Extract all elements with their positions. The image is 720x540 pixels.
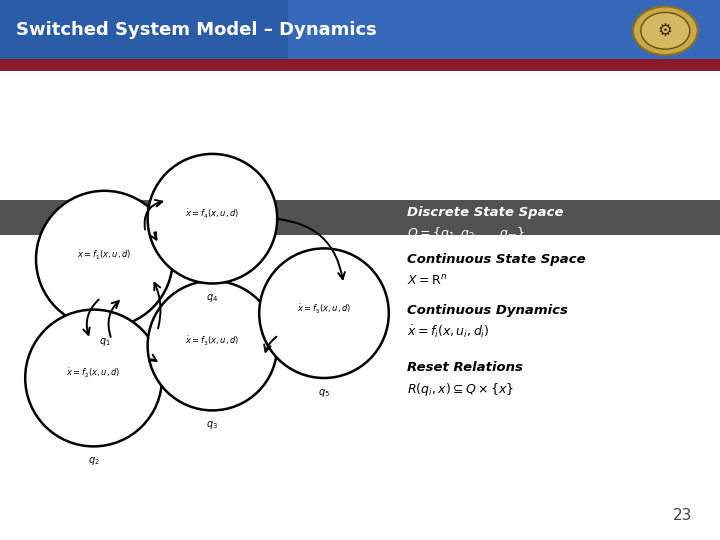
Bar: [0, 59, 720, 71]
Text: $q_3$: $q_3$: [207, 419, 218, 431]
Text: $q_5$: $q_5$: [318, 387, 330, 399]
Text: 23: 23: [673, 508, 693, 523]
Text: $\dot{x} = f_2(x,u,d)$: $\dot{x} = f_2(x,u,d)$: [66, 367, 121, 380]
Text: $q_4$: $q_4$: [207, 292, 218, 304]
Text: $Q = \{q_1, q_2, \ldots, q_m\}$: $Q = \{q_1, q_2, \ldots, q_m\}$: [407, 225, 525, 242]
Ellipse shape: [148, 281, 277, 410]
Ellipse shape: [36, 191, 173, 328]
Text: $\dot{x} = f_1(x,u,d)$: $\dot{x} = f_1(x,u,d)$: [77, 248, 132, 261]
Circle shape: [633, 6, 698, 55]
Text: $q_2$: $q_2$: [88, 455, 99, 467]
Text: Switched System Model – Dynamics: Switched System Model – Dynamics: [16, 21, 377, 39]
Text: $\dot{x} = f_4(x,u,d)$: $\dot{x} = f_4(x,u,d)$: [185, 208, 240, 221]
Text: Discrete State Space: Discrete State Space: [407, 206, 563, 219]
Text: $R(q_i, x) \subseteq Q \times \{x\}$: $R(q_i, x) \subseteq Q \times \{x\}$: [407, 381, 514, 399]
Text: Continuous Dynamics: Continuous Dynamics: [407, 304, 567, 317]
Circle shape: [641, 12, 690, 49]
Ellipse shape: [25, 309, 162, 447]
Text: ⚙: ⚙: [658, 22, 672, 40]
Bar: [0, 200, 720, 235]
Text: $q_1$: $q_1$: [99, 336, 110, 348]
Ellipse shape: [148, 154, 277, 284]
Ellipse shape: [259, 248, 389, 378]
Text: Reset Relations: Reset Relations: [407, 361, 523, 374]
Text: $\dot{x} = f_5(x,u,d)$: $\dot{x} = f_5(x,u,d)$: [297, 302, 351, 315]
Bar: [0, 0, 720, 60]
Text: $\dot{x} = f_3(x,u,d)$: $\dot{x} = f_3(x,u,d)$: [185, 335, 240, 348]
Text: $\dot{x} = f_i(x, u_i, d_i)$: $\dot{x} = f_i(x, u_i, d_i)$: [407, 324, 490, 340]
Bar: [288, 0, 720, 60]
Text: $X = \mathrm{R}^n$: $X = \mathrm{R}^n$: [407, 274, 447, 288]
Text: Continuous State Space: Continuous State Space: [407, 253, 585, 266]
